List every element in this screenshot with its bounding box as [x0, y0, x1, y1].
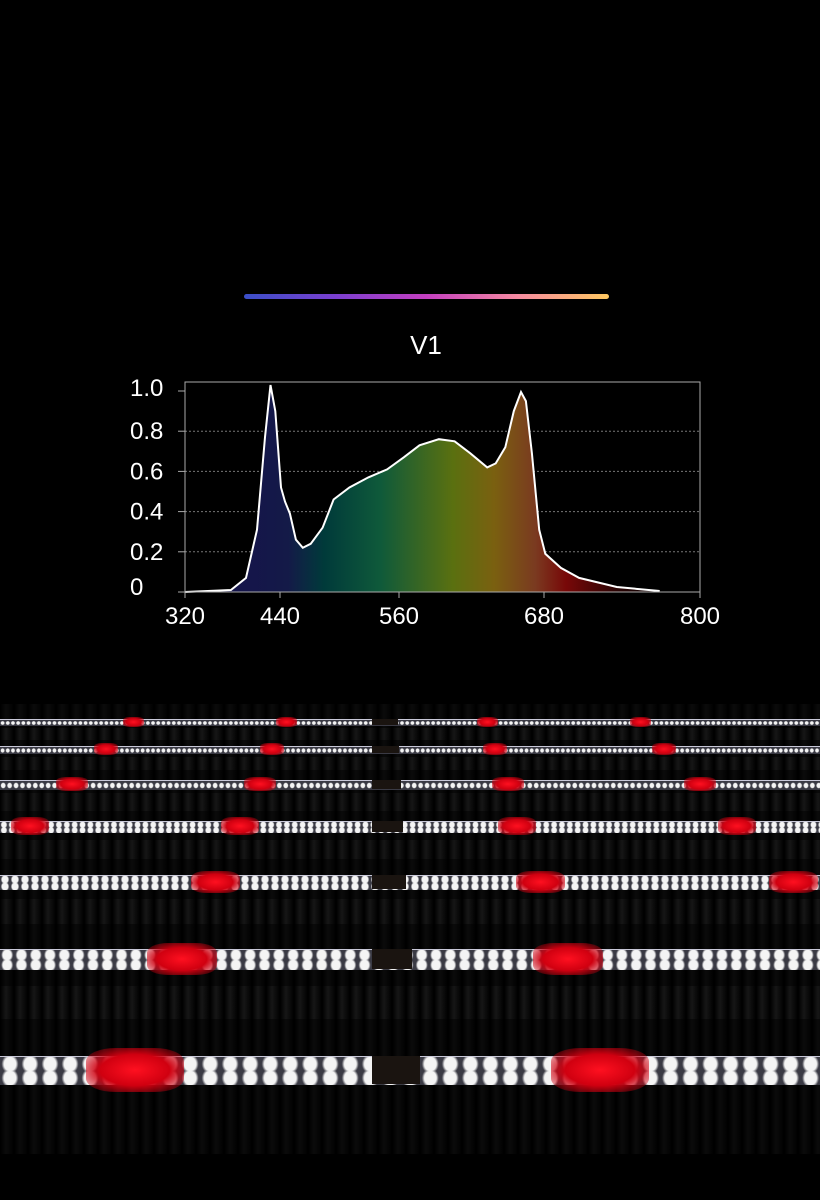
bar-connector	[372, 820, 403, 832]
red-led	[551, 1047, 649, 1093]
led-bar	[0, 779, 820, 790]
red-led	[717, 817, 757, 835]
led-bar	[0, 820, 820, 833]
y-tick-label: 0.2	[130, 539, 163, 566]
led-bar	[0, 719, 820, 726]
red-led	[629, 717, 651, 727]
x-tick-label: 680	[524, 603, 564, 630]
red-led	[259, 743, 285, 755]
bar-connector	[372, 949, 412, 969]
red-led	[497, 817, 537, 835]
bar-connector	[372, 779, 401, 789]
red-led	[768, 870, 818, 894]
red-led	[122, 717, 144, 727]
red-led	[93, 743, 119, 755]
y-tick-label: 0.4	[130, 499, 163, 526]
y-tick-label: 1.0	[130, 375, 163, 402]
red-led	[10, 817, 50, 835]
plot-frame	[184, 381, 701, 593]
bar-connector	[372, 875, 406, 889]
red-led	[147, 943, 217, 975]
spectrum-line	[184, 384, 660, 593]
red-led	[515, 870, 565, 894]
red-led	[56, 776, 88, 792]
x-tick-label: 440	[260, 603, 300, 630]
red-led	[476, 717, 498, 727]
red-led	[190, 870, 240, 894]
led-grow-light-photo	[0, 650, 820, 1200]
red-led	[482, 743, 508, 755]
red-led	[533, 943, 603, 975]
red-led	[651, 743, 677, 755]
y-tick-label: 0.6	[130, 458, 163, 485]
chart-title: V1	[410, 330, 442, 360]
accent-gradient-line	[244, 294, 609, 299]
red-led	[684, 776, 716, 792]
red-led	[492, 776, 524, 792]
bar-connector	[372, 719, 398, 725]
led-bar	[0, 745, 820, 754]
spectrum-area	[185, 385, 660, 592]
red-led	[86, 1047, 184, 1093]
bar-connector	[372, 1056, 420, 1084]
led-bar	[0, 875, 820, 890]
red-led	[220, 817, 260, 835]
x-tick-label: 320	[165, 603, 205, 630]
y-tick-label: 0.8	[130, 418, 163, 445]
x-tick-label: 800	[680, 603, 720, 630]
bar-connector	[372, 745, 399, 753]
x-tick-label: 560	[379, 603, 419, 630]
spectrum-chart: 1.0 0.8 0.6 0.4 0.2 0 320 440 560 680 800	[130, 375, 720, 630]
red-led	[244, 776, 276, 792]
red-led	[275, 717, 297, 727]
y-tick-label: 0	[130, 574, 143, 601]
